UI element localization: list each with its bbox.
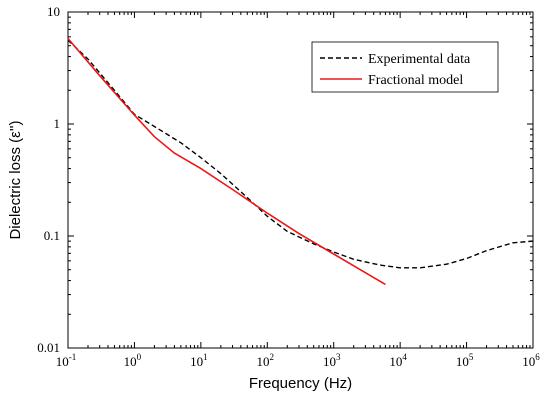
x-tick-label: 104: [389, 352, 407, 369]
legend-box: [311, 41, 499, 93]
legend-label-experimental: Experimental data: [368, 52, 471, 67]
x-tick-label: 100: [124, 352, 142, 369]
series-line-fractional: [67, 37, 386, 286]
y-tick-label: 0.1: [44, 228, 60, 243]
series-layer: [67, 37, 534, 286]
series-line-experimental: [67, 39, 534, 269]
plot-frame: [67, 11, 534, 349]
x-tick-label: 102: [257, 352, 275, 369]
y-tick-label: 1: [54, 116, 61, 131]
x-tick-label: 106: [522, 352, 540, 369]
y-tick-label: 10: [47, 4, 60, 19]
y-tick-label: 0.01: [37, 340, 60, 355]
x-tick-label: 105: [456, 352, 474, 369]
legend-label-fractional: Fractional model: [368, 73, 463, 88]
y-axis-label: Dielectric loss (ε''): [7, 120, 24, 239]
x-tick-label: 101: [190, 352, 208, 369]
x-tick-label: 103: [323, 352, 341, 369]
x-axis-label: Frequency (Hz): [249, 375, 352, 392]
x-tick-label: 10-1: [56, 352, 77, 369]
legend: Experimental data Fractional model: [311, 41, 499, 93]
